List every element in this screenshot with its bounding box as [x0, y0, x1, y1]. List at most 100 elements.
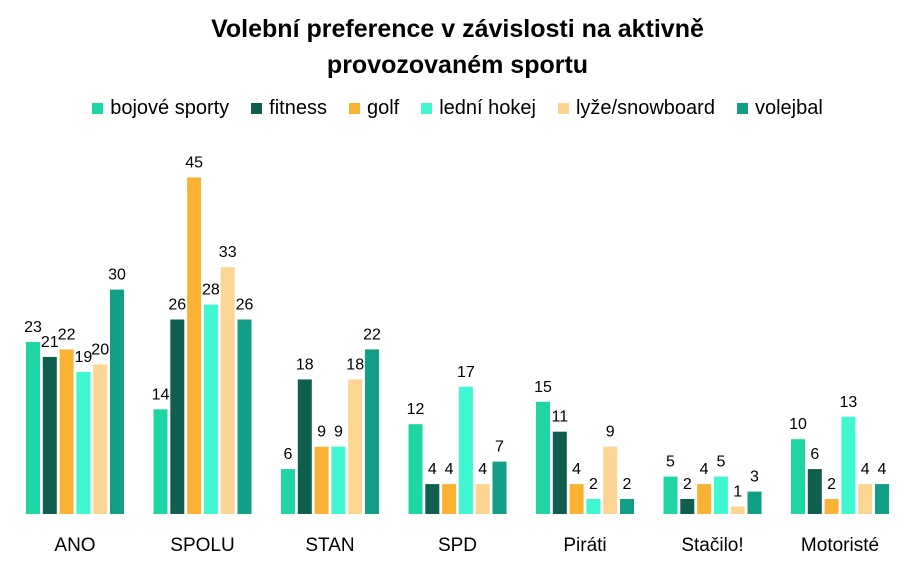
data-label: 17 — [457, 364, 475, 381]
data-label: 9 — [317, 424, 326, 441]
bar — [492, 461, 507, 514]
bar — [569, 484, 584, 514]
category-label: Piráti — [563, 535, 606, 556]
bar — [237, 319, 252, 514]
data-label: 28 — [202, 282, 220, 299]
bar — [875, 484, 889, 514]
legend: bojové sporty fitness golf lední hokej lyže/… — [0, 95, 915, 121]
data-label: 2 — [827, 476, 836, 493]
data-label: 11 — [551, 409, 568, 426]
data-label: 9 — [334, 424, 343, 441]
bar — [442, 484, 457, 514]
data-label: 4 — [445, 461, 454, 478]
bar — [153, 409, 168, 514]
data-label: 19 — [75, 349, 93, 366]
data-label: 23 — [24, 319, 42, 336]
bar — [297, 379, 312, 514]
data-label: 22 — [363, 326, 381, 343]
category-label: STAN — [305, 535, 354, 556]
data-label: 14 — [152, 386, 170, 403]
data-label: 21 — [41, 334, 59, 351]
bar — [841, 416, 856, 514]
data-label: 4 — [861, 461, 870, 478]
legend-item: bojové sporty — [92, 95, 229, 121]
data-label: 26 — [168, 297, 186, 314]
legend-item: golf — [348, 95, 400, 121]
data-label: 5 — [716, 454, 725, 471]
data-label: 9 — [606, 424, 615, 441]
bar — [536, 401, 550, 514]
legend-item: volejbal — [736, 95, 823, 121]
bar — [348, 379, 363, 514]
bar — [552, 431, 567, 514]
legend-label: lyže/snowboard — [575, 97, 715, 119]
bar — [680, 499, 695, 514]
bar — [586, 499, 601, 514]
legend-swatch — [557, 102, 569, 114]
legend-item: fitness — [251, 95, 327, 121]
bar — [59, 349, 74, 514]
bar — [747, 491, 762, 514]
bar — [281, 469, 295, 514]
data-label: 15 — [534, 379, 552, 396]
data-label: 6 — [284, 446, 293, 463]
bar — [824, 499, 839, 514]
legend-swatch — [348, 102, 360, 114]
chart-title-line-2: provozovaném sportu — [326, 51, 589, 79]
bar — [42, 356, 57, 514]
bar — [93, 364, 108, 514]
category-label: SPOLU — [170, 535, 234, 556]
data-label: 3 — [750, 469, 759, 486]
chart-title-line-1: Volební preference v závislosti na aktiv… — [211, 15, 704, 43]
bar — [110, 289, 124, 514]
data-label: 7 — [495, 439, 504, 456]
bar — [475, 484, 490, 514]
bar — [603, 446, 618, 514]
data-label: 33 — [219, 244, 237, 261]
data-label: 18 — [346, 356, 364, 373]
data-label: 13 — [840, 394, 858, 411]
bar — [26, 342, 40, 514]
data-label: 30 — [108, 267, 126, 284]
legend-item: lyže/snowboard — [557, 95, 715, 121]
bar — [331, 446, 346, 514]
data-label: 18 — [296, 356, 314, 373]
category-label: Motoristé — [801, 535, 879, 556]
bar — [408, 424, 423, 514]
bar — [458, 386, 473, 514]
data-label: 4 — [572, 461, 581, 478]
data-label: 26 — [236, 297, 254, 314]
data-label: 6 — [810, 446, 819, 463]
legend-swatch — [736, 102, 748, 114]
legend-label: volejbal — [754, 97, 823, 119]
category-label: Stačilo! — [681, 535, 743, 556]
bar — [203, 304, 218, 514]
bar — [425, 484, 440, 514]
category-label: SPD — [438, 535, 477, 556]
data-label: 5 — [666, 454, 675, 471]
legend-swatch — [251, 102, 263, 114]
data-label: 22 — [58, 326, 76, 343]
bar — [170, 319, 185, 514]
bar — [791, 439, 805, 514]
data-label: 45 — [185, 154, 203, 171]
bar — [730, 506, 745, 514]
legend-label: golf — [366, 97, 400, 119]
data-label: 10 — [789, 416, 807, 433]
bar — [807, 469, 822, 514]
bar — [187, 177, 202, 514]
data-label: 2 — [589, 476, 598, 493]
bar — [697, 484, 712, 514]
bar — [663, 476, 678, 514]
data-label: 2 — [623, 476, 632, 493]
legend-swatch — [421, 102, 433, 114]
bar — [314, 446, 329, 514]
data-label: 20 — [91, 341, 109, 358]
data-label: 12 — [407, 401, 425, 418]
category-label: ANO — [54, 535, 95, 556]
legend-label: lední hokej — [439, 97, 536, 119]
bar — [220, 267, 235, 514]
data-label: 4 — [428, 461, 437, 478]
